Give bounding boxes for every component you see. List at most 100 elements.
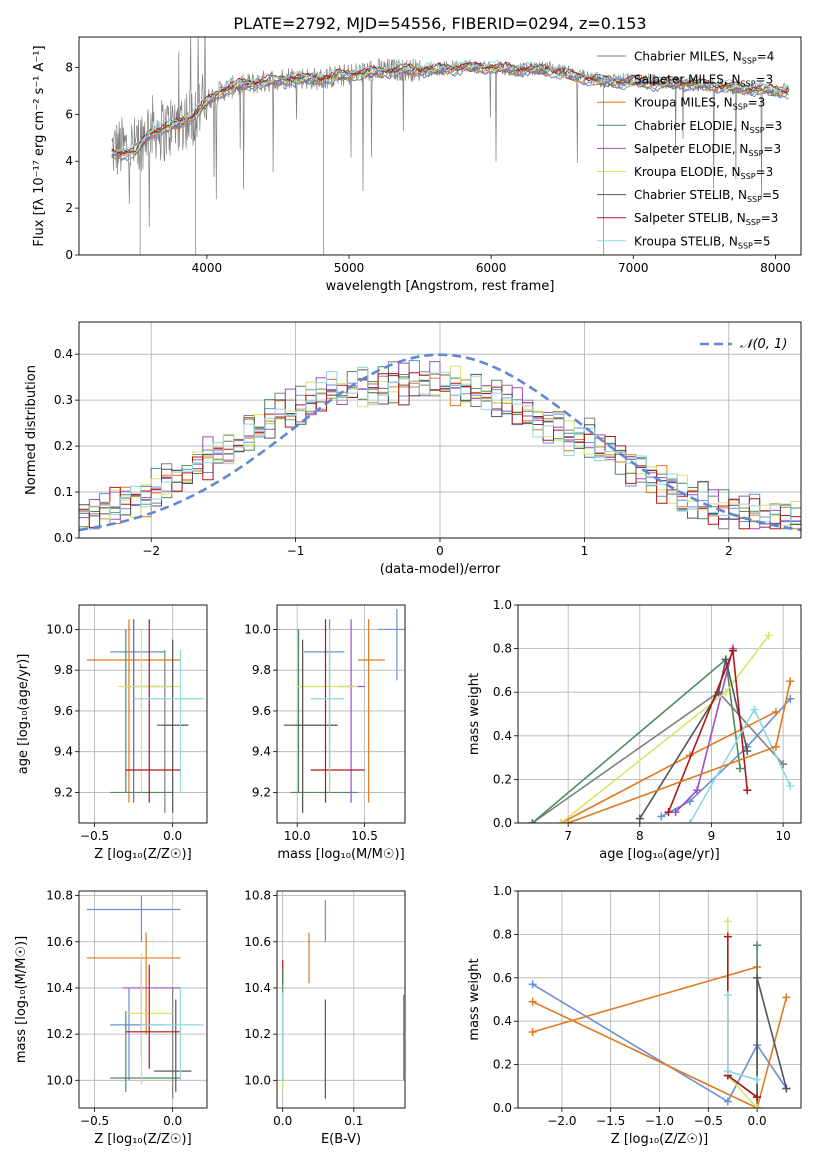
error-bar-point <box>110 619 165 773</box>
weight-marker <box>782 1084 791 1093</box>
axes-frame <box>78 321 802 539</box>
x-axis-label: E(B-V) <box>321 1132 361 1147</box>
weight-line <box>532 997 788 1108</box>
panel-weight-vs-age: 7 8 9 10 0.0 0.2 0.4 0.6 0.8 1.0 age [log₁₀(age/yr… <box>467 598 802 862</box>
weight-line <box>726 995 758 1081</box>
y-tick-label: 10.0 <box>46 622 73 636</box>
plot-area <box>282 900 405 1099</box>
axes-frame <box>276 890 406 1109</box>
weight-marker <box>723 932 732 941</box>
panel-mass-vs-Z: −0.5 0.0 10.0 10.2 10.4 10.6 10.8 Z [log₁₀(Z/Z☉… <box>14 889 208 1147</box>
weight-marker <box>753 1104 762 1108</box>
y-axis-label: mass weight <box>467 673 482 755</box>
x-tick-label: −2 <box>142 544 160 558</box>
axes: −2 −1 0 1 2 0.0 0.1 0.2 0.3 0.4 (data-model)/error… <box>24 321 802 577</box>
model-curve-6 <box>111 61 790 155</box>
error-bar-point <box>294 649 338 813</box>
legend-label: Chabrier MILES, NSSP=4 <box>634 50 774 66</box>
axes: 4000 5000 6000 7000 8000 0 2 4 6 8 wavelength [Ang… <box>32 36 802 294</box>
error-bar-point <box>133 649 204 793</box>
legend-label: Chabrier STELIB, NSSP=5 <box>634 188 780 204</box>
error-bar-point <box>125 619 181 803</box>
y-tick-label: 9.4 <box>252 745 271 759</box>
legend-label: Salpeter STELIB, NSSP=3 <box>634 211 778 227</box>
error-bar-point <box>122 964 181 1058</box>
error-bar-point <box>157 639 189 813</box>
axes: −2.0 −1.5 −1.0 −0.5 0.0 0.0 0.2 0.4 0.6 0.8 1.0 Z [… <box>467 884 802 1147</box>
x-tick-label: 7000 <box>618 261 649 275</box>
weight-line <box>660 698 791 818</box>
x-tick-label: −0.5 <box>80 1114 109 1128</box>
y-tick-label: 10.0 <box>46 1073 73 1087</box>
plot-area <box>86 619 204 813</box>
axes-frame <box>78 604 208 824</box>
y-tick-label: 0.6 <box>493 685 512 699</box>
weight-marker <box>721 688 730 697</box>
x-tick-label: 8 <box>636 829 644 843</box>
y-axis-label: Normed distribution <box>24 365 39 495</box>
y-tick-label: 0.4 <box>493 729 512 743</box>
y-tick-label: 0.0 <box>493 1101 512 1115</box>
x-tick-label: 0.1 <box>344 1114 363 1128</box>
weight-marker <box>528 997 537 1006</box>
legend-label: Salpeter MILES, NSSP=3 <box>634 73 773 89</box>
error-bar-point <box>164 649 189 813</box>
y-tick-label: 0.0 <box>54 531 73 545</box>
error-bar-point <box>153 999 192 1092</box>
x-tick-label: 10.5 <box>351 829 378 843</box>
x-tick-label: 1 <box>581 544 589 558</box>
weight-marker <box>786 781 795 790</box>
x-tick-label: −2.0 <box>547 1114 576 1128</box>
legend-label: Salpeter ELODIE, NSSP=3 <box>634 142 781 158</box>
error-bar-point <box>378 609 405 681</box>
x-tick-label: 6000 <box>476 261 507 275</box>
y-axis-label: Flux [fλ 10⁻¹⁷ erg cm⁻² s⁻¹ A⁻¹] <box>32 45 47 246</box>
weight-marker <box>753 941 762 950</box>
error-bar-point <box>283 639 338 813</box>
x-tick-label: 0.0 <box>163 829 182 843</box>
x-tick-label: 10.0 <box>284 829 311 843</box>
y-tick-label: 0.1 <box>54 485 73 499</box>
y-tick-label: 2 <box>65 201 73 215</box>
model-curve-1 <box>111 65 790 161</box>
y-tick-label: 10.4 <box>244 981 271 995</box>
axes: 7 8 9 10 0.0 0.2 0.4 0.6 0.8 1.0 age [log₁₀(age/yr… <box>467 598 802 862</box>
error-bar-point <box>110 1011 181 1092</box>
y-axis-label: mass [log₁₀(M/M☉)] <box>14 936 29 1063</box>
panel-mass-vs-EBV: 0.0 0.1 10.0 10.2 10.4 10.6 10.8 E(B-V) <box>244 889 406 1147</box>
weight-marker <box>556 819 565 823</box>
y-tick-label: 0.2 <box>54 439 73 453</box>
x-tick-label: 9 <box>708 829 716 843</box>
y-tick-label: 1.0 <box>493 598 512 612</box>
y-tick-label: 9.4 <box>54 745 73 759</box>
y-tick-label: 9.8 <box>54 663 73 677</box>
error-bar-point <box>86 932 181 1035</box>
legend-label: Kroupa STELIB, NSSP=5 <box>634 234 771 250</box>
y-tick-label: 0.0 <box>493 816 512 830</box>
y-axis-label: mass weight <box>467 958 482 1040</box>
weight-marker <box>764 631 773 640</box>
weight-marker <box>782 993 791 1002</box>
weight-marker <box>723 991 732 1000</box>
weight-marker <box>528 819 537 823</box>
error-bar-point <box>310 649 345 793</box>
residual-legend: 𝒩(0, 1) <box>700 337 787 352</box>
y-tick-label: 9.2 <box>54 785 73 799</box>
axes: −0.5 0.0 10.0 10.2 10.4 10.6 10.8 Z [log₁₀(Z/Z☉… <box>14 889 208 1147</box>
weight-marker <box>786 677 795 686</box>
error-bar-point <box>125 964 181 1069</box>
plot-area <box>528 917 791 1108</box>
weight-marker <box>635 814 644 823</box>
y-tick-label: 10.6 <box>46 935 73 949</box>
error-bar-point <box>290 629 358 794</box>
plot-area <box>111 37 790 255</box>
panel-weight-vs-Z: −2.0 −1.5 −1.0 −0.5 0.0 0.0 0.2 0.4 0.6 0.8 1.0 Z [… <box>467 884 802 1147</box>
weight-marker <box>664 808 673 817</box>
weight-marker <box>753 1093 762 1102</box>
y-tick-label: 1.0 <box>493 884 512 898</box>
error-bar-point <box>141 987 204 1081</box>
x-tick-label: 0.0 <box>163 1114 182 1128</box>
y-tick-label: 0.4 <box>54 347 73 361</box>
weight-line <box>532 983 788 1103</box>
y-tick-label: 10.8 <box>244 889 271 903</box>
